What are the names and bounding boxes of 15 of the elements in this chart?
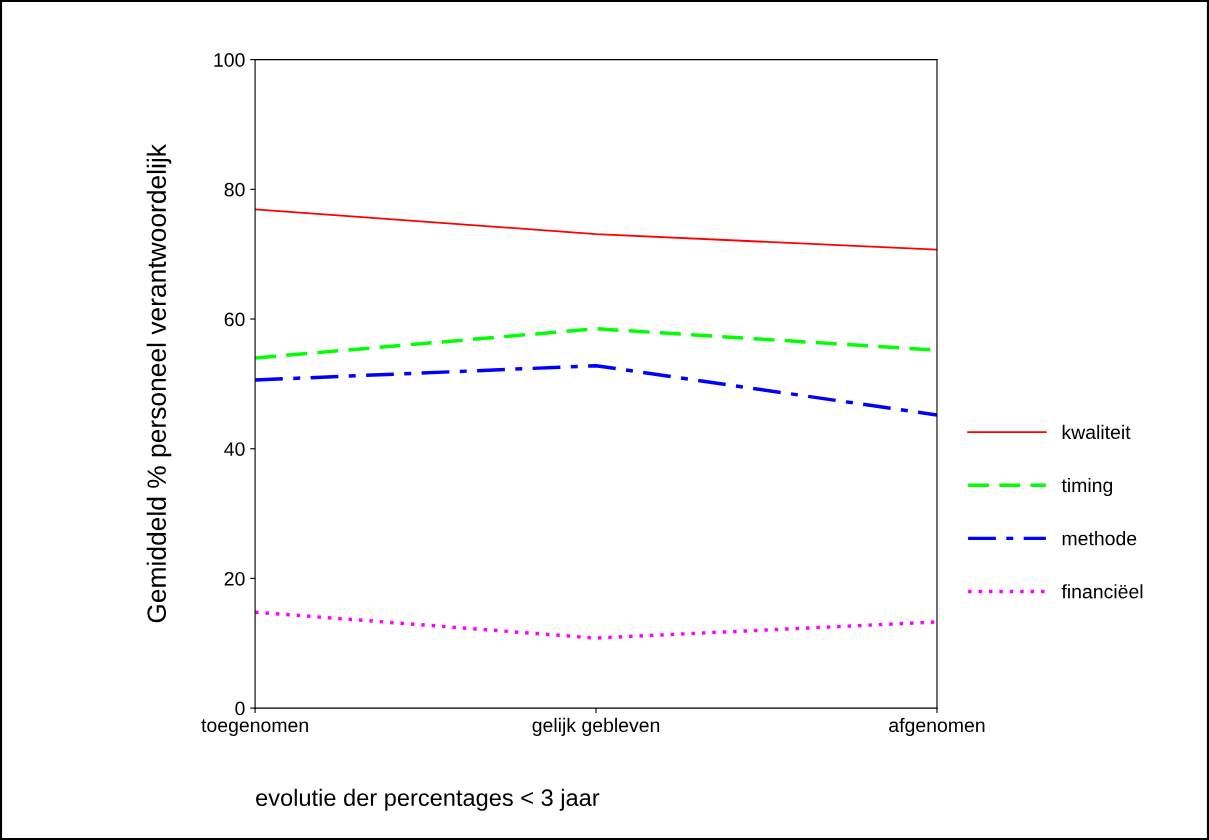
x-tick-label: afgenomen xyxy=(889,717,985,736)
y-tick-label: 60 xyxy=(224,312,245,327)
y-tick-label: 80 xyxy=(224,182,245,197)
x-tick-label: toegenomen xyxy=(201,719,308,736)
y-tick-label: 20 xyxy=(224,571,245,586)
legend-label: kwaliteit xyxy=(1062,424,1131,440)
y-tick-label: 100 xyxy=(214,53,245,67)
y-tick-label: 0 xyxy=(235,701,245,716)
y-tick-label: 40 xyxy=(224,442,245,456)
y-axis-title: Gemiddeld % personeel verantwoordelijk xyxy=(146,144,172,623)
x-tick-label: gelijk gebleven xyxy=(532,717,660,736)
legend-label: financiëel xyxy=(1061,584,1143,599)
x-axis-title: evolutie der percentages < 3 jaar xyxy=(256,788,600,811)
legend-label: methode xyxy=(1062,531,1137,546)
legend-label: timing xyxy=(1061,477,1113,497)
